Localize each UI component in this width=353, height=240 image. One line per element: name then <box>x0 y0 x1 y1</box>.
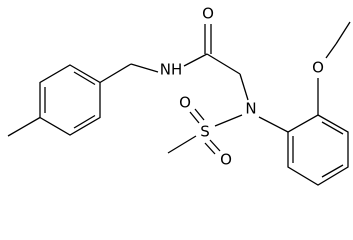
atom-label: O <box>202 5 214 23</box>
bond <box>7 116 41 137</box>
bond <box>99 63 132 84</box>
bond <box>73 114 96 129</box>
bond <box>214 114 243 127</box>
bond <box>321 164 344 178</box>
molecule-diagram: O NH N S O O O <box>7 5 351 186</box>
bond <box>325 43 337 59</box>
bond <box>335 21 351 45</box>
ring <box>39 64 101 136</box>
bond <box>258 116 289 133</box>
atom-label: O <box>220 151 232 169</box>
bond <box>321 121 344 135</box>
bond <box>209 139 221 152</box>
bond <box>194 108 205 121</box>
bond <box>189 111 200 124</box>
bond <box>130 63 159 73</box>
ring <box>287 114 349 186</box>
bond <box>239 73 249 101</box>
atom-label: S <box>200 123 210 141</box>
bond <box>167 135 197 154</box>
bond <box>73 71 96 86</box>
atom-label: O <box>312 59 324 77</box>
atom-label: N <box>245 100 256 118</box>
bond <box>206 53 241 75</box>
bond <box>204 142 216 155</box>
page: O NH N S O O O (() => { const data = JSO… <box>7 4 351 186</box>
atom-label: NH <box>160 61 183 79</box>
bond <box>183 53 208 67</box>
atom-label: O <box>179 94 191 112</box>
